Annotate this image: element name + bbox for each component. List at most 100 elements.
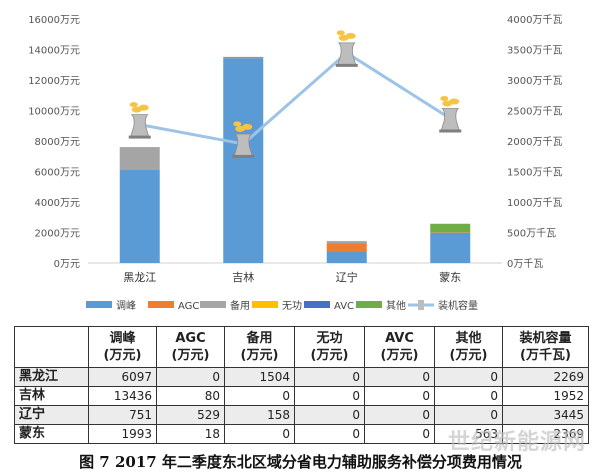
legend-label: 备用 [230, 299, 250, 312]
chart: 0万元 2000万元 4000万元 6000万元 8000万元 10000万元 12000万… [28, 14, 562, 312]
legend-swatch [304, 301, 330, 308]
right-tick-label: 3500万千瓦 [507, 45, 562, 57]
legend-swatch [148, 301, 174, 308]
legend-swatch [200, 301, 226, 308]
table-header-capacity: 装机容量 (万千瓦) [502, 326, 589, 368]
table-cell: 1952 [502, 386, 589, 406]
table-cell: 3445 [502, 405, 589, 425]
data-table: 调峰 (万元) AGC (万元) 备用 (万元) 无功 (万元) AVC (万元… [14, 326, 589, 444]
bar-segment [223, 56, 264, 59]
cooling-tower-icon [440, 108, 460, 131]
legend-item: 装机容量 [408, 299, 478, 312]
table-cell: 0 [294, 405, 365, 425]
steam-icon [242, 123, 253, 130]
table-cell: 751 [88, 405, 157, 425]
legend-item: 调峰 [86, 300, 136, 312]
table-header-row: 调峰 (万元) AGC (万元) 备用 (万元) 无功 (万元) AVC (万元… [14, 326, 589, 368]
cooling-tower-icon [337, 42, 357, 66]
tower-base-icon [128, 135, 151, 139]
table-header-beiyong: 备用 (万元) [224, 326, 295, 368]
steam-icon [233, 121, 242, 127]
table-cell: 0 [364, 386, 435, 406]
legend-label: AVC [334, 301, 354, 312]
right-tick-label: 3000万千瓦 [507, 75, 562, 87]
table-cell: 0 [224, 386, 295, 406]
row-label: 蒙东 [14, 424, 89, 444]
legend-swatch [86, 301, 112, 308]
legend-item: AGC [148, 301, 199, 312]
left-tick-label: 8000万元 [35, 137, 80, 148]
bar-segment [119, 147, 160, 171]
steam-icon [138, 104, 149, 111]
table-cell: 0 [156, 367, 225, 387]
steam-icon [449, 98, 460, 105]
left-tick-label: 14000万元 [28, 46, 80, 57]
figure-caption: 图 7 2017 年二季度东北区域分省电力辅助服务补偿分项费用情况 [79, 453, 522, 471]
table-header-agc: AGC (万元) [156, 326, 225, 368]
right-tick-label: 500万千瓦 [507, 228, 556, 240]
category-label: 吉林 [232, 270, 254, 284]
table-cell: 529 [156, 405, 225, 425]
table-header-corner [14, 326, 89, 368]
steam-icon [129, 102, 138, 108]
capacity-line-path [139, 50, 452, 146]
right-tick-label: 0万千瓦 [507, 258, 543, 270]
right-axis: 0万千瓦 500万千瓦 1000万千瓦 1500万千瓦 2000万千瓦 2500万千瓦 30… [507, 14, 562, 270]
right-tick-label: 2000万千瓦 [507, 136, 562, 148]
table-cell: 0 [364, 424, 435, 444]
right-tick-label: 2500万千瓦 [507, 106, 562, 118]
bar-segment [119, 170, 160, 263]
table-header-tiaofeng: 调峰 (万元) [88, 326, 157, 368]
bar-segment [430, 223, 471, 233]
power-plant-marker [335, 30, 358, 67]
table-cell: 0 [434, 367, 503, 387]
table-row: 蒙东 1993 18 0 0 0 563 2369 [14, 424, 589, 444]
legend-label: 调峰 [116, 300, 136, 312]
bar-segment [326, 251, 367, 263]
legend-item: 其他 [356, 299, 406, 312]
right-tick-label: 4000万千瓦 [507, 14, 562, 26]
left-tick-label: 2000万元 [35, 229, 80, 240]
left-tick-label: 16000万元 [28, 15, 80, 26]
legend-marker-icon [418, 300, 424, 310]
legend-label: 其他 [386, 299, 406, 312]
legend-item: 无功 [252, 300, 302, 312]
table-cell: 0 [434, 405, 503, 425]
legend-label: 无功 [282, 300, 302, 312]
bar-segment [223, 58, 264, 264]
legend-swatch [252, 301, 278, 308]
bars [119, 56, 471, 264]
row-label: 黑龙江 [14, 367, 89, 387]
table-cell: 0 [294, 367, 365, 387]
table-header-wugong: 无功 (万元) [294, 326, 365, 368]
table-cell: 80 [156, 386, 225, 406]
table-header-qita: 其他 (万元) [434, 326, 503, 368]
row-label: 吉林 [14, 386, 89, 406]
table-row: 吉林 13436 80 0 0 0 0 1952 [14, 386, 589, 406]
power-plant-marker [232, 121, 255, 158]
cooling-tower-icon [233, 133, 253, 157]
tower-base-icon [232, 154, 255, 158]
table-cell: 0 [294, 386, 365, 406]
bar-segment [430, 232, 471, 233]
bar-segment [326, 241, 367, 244]
steam-icon [345, 32, 356, 39]
category-label: 蒙东 [439, 271, 461, 284]
category-labels: 黑龙江 吉林 辽宁 蒙东 [123, 270, 461, 284]
table-cell: 6097 [88, 367, 157, 387]
power-plant-marker [439, 95, 462, 133]
table-cell: 13436 [88, 386, 157, 406]
left-axis: 0万元 2000万元 4000万元 6000万元 8000万元 10000万元 12000万… [28, 15, 80, 270]
left-tick-label: 4000万元 [35, 198, 80, 209]
power-plant-marker [128, 102, 151, 139]
table-cell: 0 [364, 367, 435, 387]
table-cell: 1504 [224, 367, 295, 387]
row-label: 辽宁 [14, 405, 89, 425]
table-cell: 158 [224, 405, 295, 425]
legend-item: AVC [304, 301, 354, 312]
capacity-line [128, 30, 462, 158]
tower-base-icon [439, 129, 462, 133]
table-cell: 18 [156, 424, 225, 444]
steam-icon [336, 30, 345, 36]
legend-item: 备用 [200, 299, 250, 312]
